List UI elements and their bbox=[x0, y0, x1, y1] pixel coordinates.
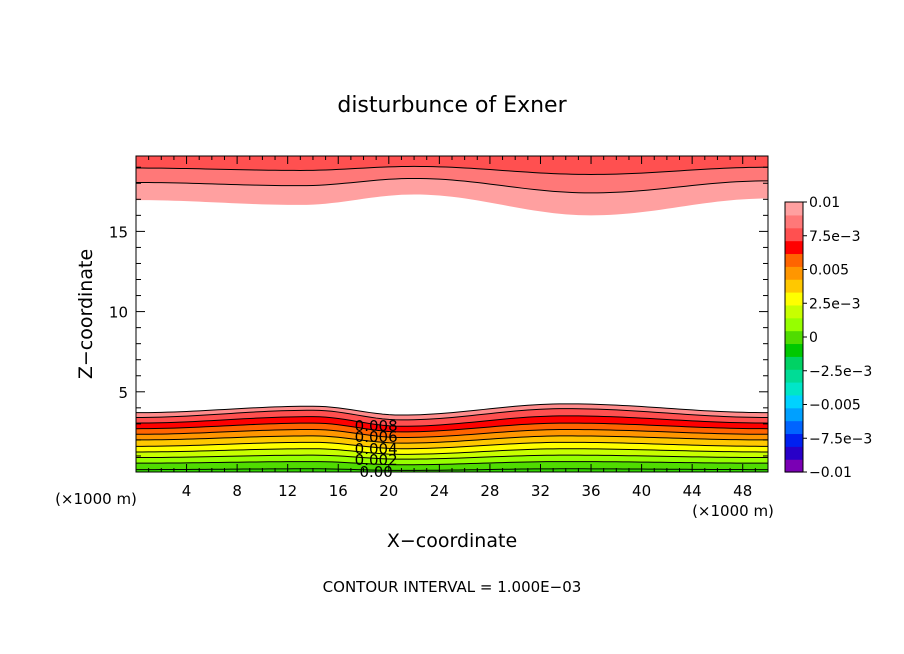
bottom-band-5 bbox=[136, 435, 768, 449]
colorbar-swatch bbox=[785, 253, 803, 267]
y-axis-ticks: 5 10 15 bbox=[109, 166, 768, 457]
contour-label-0-006: 0.006 bbox=[355, 428, 398, 446]
contour-label-0-004: 0.004 bbox=[355, 440, 398, 458]
x-axis-label: X−coordinate bbox=[387, 530, 517, 552]
contour-fill bbox=[136, 156, 768, 472]
y-tick-label: 5 bbox=[118, 384, 128, 402]
colorbar-swatch bbox=[785, 240, 803, 255]
y-tick-label: 10 bbox=[109, 304, 128, 322]
x-axis-ticks: 4 8 12 16 20 24 28 32 36 40 44 48 bbox=[148, 156, 756, 500]
contour-line-7 bbox=[135, 422, 769, 433]
contour-interval-note: CONTOUR INTERVAL = 1.000E−03 bbox=[323, 578, 582, 596]
colorbar-swatch bbox=[785, 343, 803, 357]
colorbar-label: 0 bbox=[809, 330, 818, 346]
colorbar-swatch bbox=[785, 407, 803, 422]
colorbar-label: −2.5e−3 bbox=[809, 364, 872, 380]
bottom-band-1 bbox=[136, 461, 768, 471]
colorbar-swatch bbox=[785, 214, 803, 229]
contour-line-6 bbox=[135, 428, 769, 439]
y-tick-label: 15 bbox=[109, 223, 128, 241]
colorbar-label: 0.01 bbox=[809, 195, 840, 211]
colorbar-swatch bbox=[785, 356, 803, 370]
colorbar-label: −7.5e−3 bbox=[809, 431, 872, 447]
bottom-band-4 bbox=[136, 442, 768, 455]
top-band-2 bbox=[136, 156, 768, 175]
contour-line-5 bbox=[135, 435, 769, 444]
colorbar-swatch bbox=[785, 330, 803, 345]
contour-line-10 bbox=[135, 403, 769, 416]
colorbar-swatch bbox=[785, 279, 803, 293]
x-tick-label: 8 bbox=[232, 482, 242, 500]
colorbar-swatch bbox=[785, 266, 803, 280]
x-tick-label: 28 bbox=[480, 482, 499, 500]
contour-line-4 bbox=[135, 441, 769, 450]
bottom-band-8 bbox=[136, 415, 768, 432]
contour-label-0-002: 0.002 bbox=[355, 451, 398, 469]
plot-area: 0.008 0.006 0.004 0.002 0.00 4 8 12 16 20 24 2… bbox=[109, 155, 769, 500]
colorbar-swatch bbox=[785, 202, 803, 216]
x-tick-label: 32 bbox=[531, 482, 550, 500]
contour-lines bbox=[135, 165, 769, 471]
colorbar-label: 2.5e−3 bbox=[809, 296, 861, 312]
contour-line-2 bbox=[136, 454, 768, 460]
x-unit-left: (×1000 m) bbox=[55, 490, 137, 508]
x-tick-label: 20 bbox=[379, 482, 398, 500]
chart-title: disturbunce of Exner bbox=[337, 93, 567, 118]
contour-label-0-008: 0.008 bbox=[355, 417, 398, 435]
bottom-band-2 bbox=[136, 455, 768, 465]
colorbar-swatch bbox=[785, 317, 803, 332]
colorbar-swatch bbox=[785, 446, 803, 460]
y-axis-label: Z−coordinate bbox=[75, 249, 97, 379]
colorbar-swatch bbox=[785, 227, 803, 242]
x-tick-label: 24 bbox=[430, 482, 449, 500]
colorbar-swatch bbox=[785, 369, 803, 383]
x-unit-right: (×1000 m) bbox=[692, 502, 774, 520]
colorbar-label: 0.005 bbox=[809, 263, 849, 279]
x-tick-label: 4 bbox=[182, 482, 192, 500]
top-contour-line-0 bbox=[135, 177, 769, 194]
colorbar-label: 7.5e−3 bbox=[809, 229, 861, 245]
colorbar-swatch bbox=[785, 382, 803, 396]
colorbar-swatch bbox=[785, 304, 803, 319]
contour-line-1 bbox=[135, 461, 769, 466]
colorbar-swatch bbox=[785, 433, 803, 447]
contour-line-8 bbox=[135, 415, 769, 427]
colorbar-label: −0.01 bbox=[809, 465, 852, 481]
x-tick-label: 12 bbox=[278, 482, 297, 500]
contour-line-3 bbox=[135, 448, 769, 455]
bottom-band-3 bbox=[136, 448, 768, 460]
colorbar-swatch bbox=[785, 292, 803, 306]
x-tick-label: 36 bbox=[581, 482, 600, 500]
colorbar-label: −0.005 bbox=[809, 398, 861, 414]
top-band-0 bbox=[136, 178, 768, 216]
x-tick-label: 40 bbox=[632, 482, 651, 500]
contour-line-9 bbox=[135, 408, 769, 421]
x-tick-label: 16 bbox=[329, 482, 348, 500]
colorbar: 0.01 7.5e−3 0.005 2.5e−3 0 −2.5e−3 −0.005 −7.5e… bbox=[784, 195, 872, 481]
colorbar-swatch bbox=[785, 394, 803, 409]
x-tick-label: 48 bbox=[733, 482, 752, 500]
top-contour-line-1 bbox=[135, 165, 769, 175]
colorbar-swatch bbox=[785, 420, 803, 435]
colorbar-swatch bbox=[785, 459, 803, 473]
bottom-band-10 bbox=[136, 403, 768, 420]
x-tick-label: 44 bbox=[683, 482, 702, 500]
bottom-band-6 bbox=[136, 429, 768, 444]
